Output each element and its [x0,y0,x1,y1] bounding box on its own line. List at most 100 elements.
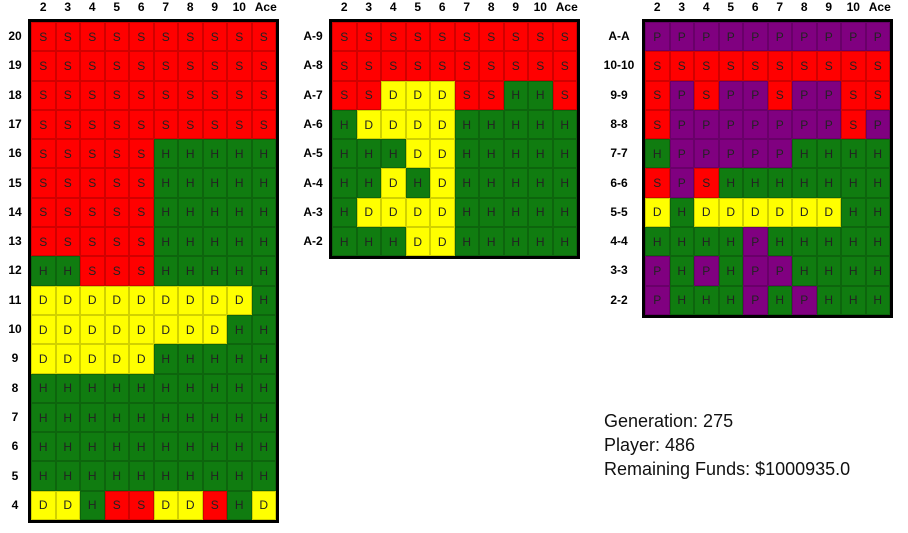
soft-cell: H [503,197,528,228]
hard-cell: S [104,197,129,228]
pair-cell: H [669,256,694,286]
pair-cell: H [767,285,792,315]
hard-cell: D [202,285,227,315]
hard-cell: H [153,139,178,169]
dealer-card-header: 8 [186,0,194,14]
hard-cell: H [227,227,252,257]
hard-cell: S [129,109,154,140]
soft-cell: H [454,168,479,198]
hard-cell: S [31,51,56,81]
dealer-card-header: 2 [340,0,348,14]
hard-cell: D [202,314,227,345]
soft-cell: H [528,197,553,228]
hard-cell: H [153,373,178,403]
hard-cell: S [55,51,80,81]
hard-cell: S [55,197,80,228]
hard-cell: H [55,402,80,433]
soft-cell: H [528,109,553,140]
hard-cell: D [153,285,178,315]
soft-cell: S [356,80,381,110]
soft-cell: S [405,22,430,52]
info-panel: Generation: 275 Player: 486 Remaining Fu… [604,409,850,481]
dealer-card-header: 6 [137,0,145,14]
hard-cell: S [153,22,178,52]
soft-cell: H [552,168,577,198]
hard-cell: S [178,22,203,52]
hard-cell: H [251,168,276,198]
hard-cell: S [31,109,56,140]
hard-row-label: 19 [8,58,22,73]
hard-cell: S [129,80,154,110]
hard-cell: H [202,461,227,491]
pair-cell: P [841,22,866,52]
pair-cell: H [669,285,694,315]
pair-cell: D [743,197,768,228]
dealer-card-header: 4 [702,0,710,14]
soft-cell: H [479,109,504,140]
hard-cell: H [178,256,203,286]
hard-cell: S [104,51,129,81]
hard-cell: S [178,80,203,110]
soft-cell: D [430,168,455,198]
pair-row-label: 6-6 [610,175,628,190]
hard-cell: H [104,461,129,491]
pair-cell: P [743,256,768,286]
soft-cell: S [454,80,479,110]
hard-cell: H [251,285,276,315]
pair-row-label: 7-7 [610,146,628,161]
hard-cell: H [251,402,276,433]
soft-cell: H [332,109,357,140]
hard-cell: H [251,227,276,257]
soft-cell: D [381,80,406,110]
pair-cell: P [669,22,694,52]
hard-cell: S [31,197,56,228]
hard-row-label: 16 [8,146,22,161]
hard-cell: H [227,197,252,228]
pair-cell: P [743,80,768,110]
pair-cell: P [865,22,890,52]
pair-cell: S [841,51,866,81]
hard-cell: H [55,256,80,286]
hard-cell: H [55,432,80,462]
pair-row-label: A-A [608,29,630,43]
soft-cell: S [479,80,504,110]
hard-cell: H [80,461,105,491]
soft-cell: D [430,139,455,169]
hard-row-label: 14 [8,204,22,219]
soft-cell: H [454,227,479,257]
hard-cell: S [31,139,56,169]
soft-cell: D [430,109,455,140]
hard-cell: D [251,490,276,521]
hard-cell: S [80,22,105,52]
hard-cell: H [251,314,276,345]
soft-cell: H [454,139,479,169]
hard-cell: H [153,344,178,374]
hard-cell: S [104,22,129,52]
hard-cell: H [202,197,227,228]
hard-cell: S [104,227,129,257]
soft-cell: H [332,227,357,257]
hard-cell: S [31,227,56,257]
soft-cell: S [430,22,455,52]
hard-row-label: 11 [8,292,22,307]
hard-cell: S [178,109,203,140]
hard-cell: S [104,256,129,286]
pair-cell: P [743,139,768,169]
hard-cell: H [178,227,203,257]
soft-cell: H [479,227,504,257]
hard-cell: S [31,168,56,198]
pair-cell: H [669,227,694,257]
hard-cell: D [104,285,129,315]
soft-cell: H [381,139,406,169]
hard-cell: H [80,490,105,521]
hard-cell: S [202,51,227,81]
pair-cell: S [767,80,792,110]
hard-cell: H [80,432,105,462]
hard-cell: S [202,80,227,110]
hard-cell: H [55,461,80,491]
hard-cell: S [31,80,56,110]
pair-cell: P [816,80,841,110]
pair-cell: P [743,285,768,315]
pair-cell: S [792,51,817,81]
hard-cell: H [251,197,276,228]
